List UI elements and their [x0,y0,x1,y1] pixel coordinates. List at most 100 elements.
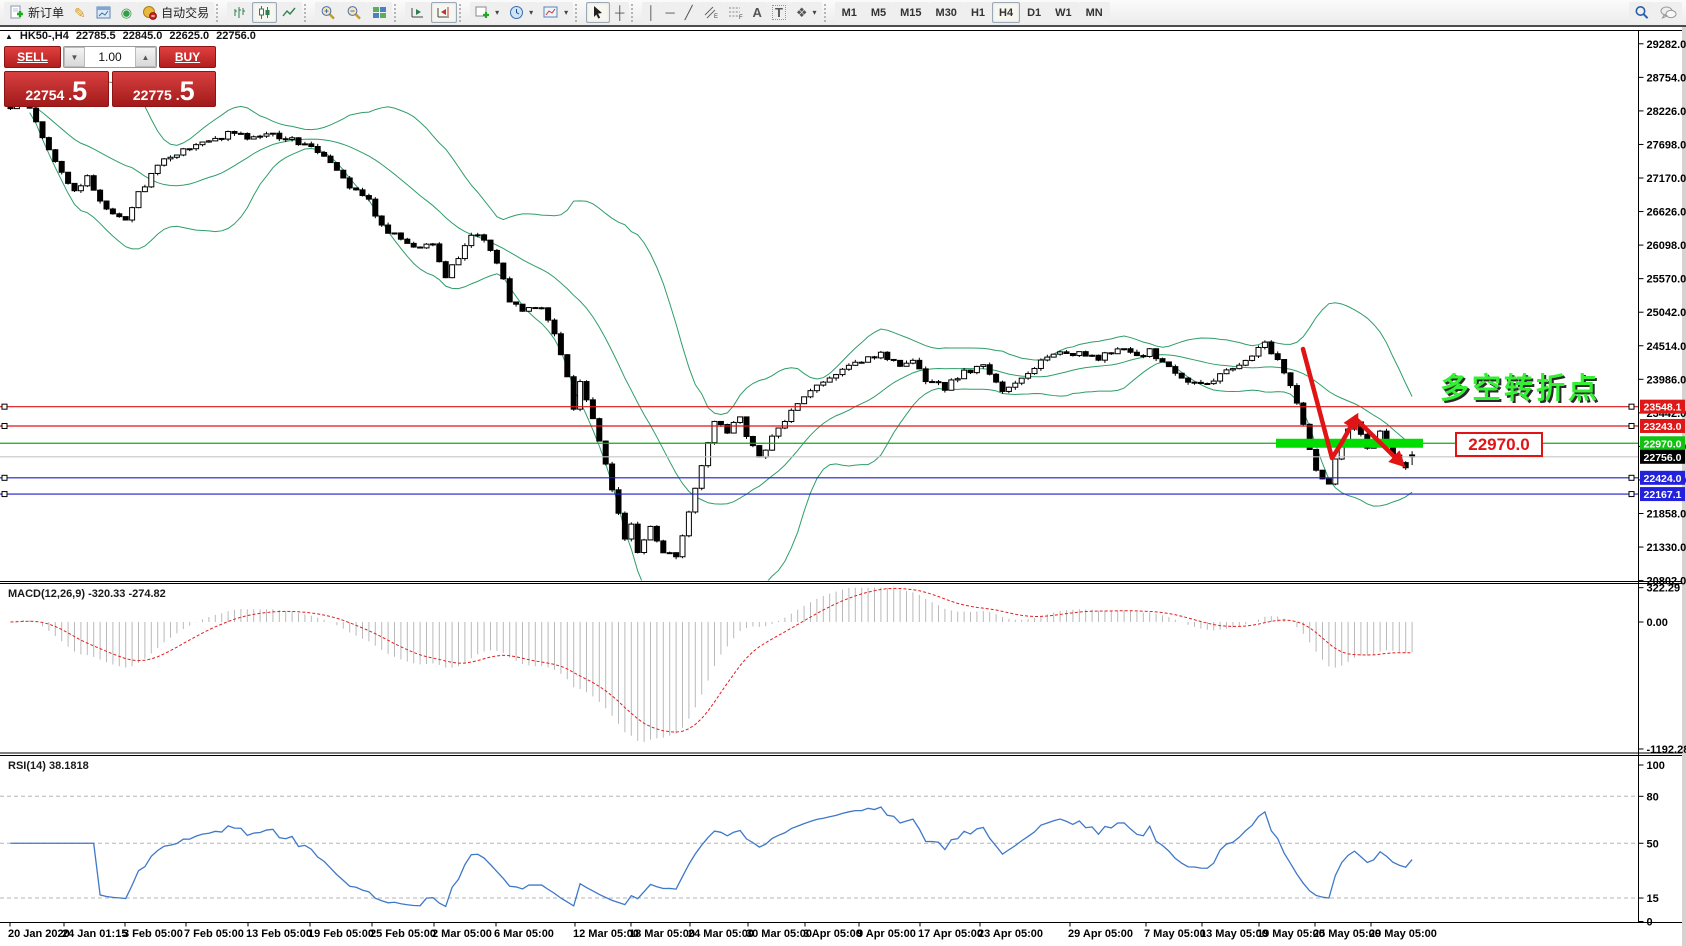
volume-input[interactable]: 1.00 [98,50,122,64]
svg-text:28754.0: 28754.0 [1647,72,1686,84]
svg-text:-1192.28: -1192.28 [1647,744,1686,756]
svg-text:22167.1: 22167.1 [1644,489,1682,501]
rsi-value: 38.1818 [48,760,89,772]
svg-text:30 Mar 05:00: 30 Mar 05:00 [746,928,812,940]
pivot-annotation-text[interactable]: 多空转折点 [1440,373,1601,405]
macd-panel [10,587,1413,742]
toolbar-grip [304,3,311,22]
candlestick-button[interactable] [252,2,278,23]
svg-text:7 Feb 05:00: 7 Feb 05:00 [184,928,244,940]
sell-button[interactable]: SELL [4,46,61,68]
new-order-button[interactable]: 新订单 [4,2,70,23]
price-scale[interactable]: 29282.0 28754.0 28226.0 27698.0 27170.0 26626… [1638,39,1686,929]
tile-windows-button[interactable] [367,2,393,23]
search-button[interactable] [1629,2,1655,23]
new-order-label: 新订单 [28,6,65,20]
svg-text:23243.0: 23243.0 [1644,421,1682,433]
vertical-line-tool-button[interactable]: │ [642,2,661,23]
toolbar-grip [575,3,582,22]
chart-window-button[interactable] [90,2,116,23]
new-chart-button[interactable]: ▾ [470,2,505,23]
text-label-icon: T [771,5,786,20]
svg-text:22424.0: 22424.0 [1644,473,1682,485]
timeframe-w1[interactable]: W1 [1048,2,1079,23]
svg-text:24514.0: 24514.0 [1647,341,1686,353]
svg-text:17 Apr 05:00: 17 Apr 05:00 [918,928,983,940]
svg-text:20802.0: 20802.0 [1647,576,1686,588]
trendline-tool-button[interactable]: ╱ [679,2,698,23]
svg-text:19 Feb 05:00: 19 Feb 05:00 [308,928,374,940]
zoom-in-button[interactable] [315,2,342,23]
timeframe-d1[interactable]: D1 [1020,2,1049,23]
horizontal-line-tool-button[interactable]: ─ [660,2,680,23]
new-chart-icon [475,6,490,18]
highlight-bar[interactable] [1276,438,1423,448]
timeframe-m5[interactable]: M5 [863,2,894,23]
sell-price-box[interactable]: 22754 .5 [4,71,109,107]
svg-text:13 Feb 05:00: 13 Feb 05:00 [246,928,312,940]
auto-scroll-button[interactable] [405,2,432,23]
svg-text:80: 80 [1647,791,1659,803]
profiles-button[interactable]: ▾ [504,2,539,23]
text-tool-button[interactable]: A [747,2,767,23]
svg-text:27698.0: 27698.0 [1647,139,1686,151]
crosshair-tool-button[interactable]: ┼ [610,2,630,23]
trend-arrow-annotation[interactable] [1300,346,1406,468]
volume-increase-button[interactable]: ▲ [135,47,156,67]
svg-text:F: F [739,15,743,20]
chat-button[interactable] [1655,2,1682,23]
line-chart-button[interactable] [277,2,303,23]
timeframe-h4[interactable]: H4 [992,2,1021,23]
svg-text:2 Mar 05:00: 2 Mar 05:00 [432,928,492,940]
svg-text:13 May 05:00: 13 May 05:00 [1200,928,1268,940]
arrows-tool-button[interactable]: ❖ ▾ [790,2,822,23]
zoom-out-button[interactable] [341,2,368,23]
svg-text:3 Feb 05:00: 3 Feb 05:00 [123,928,183,940]
timeframe-mn[interactable]: MN [1078,2,1110,23]
svg-text:12 Mar 05:00: 12 Mar 05:00 [573,928,639,940]
bar-chart-icon [234,7,246,18]
channel-tool-button[interactable]: E [697,2,723,23]
cursor-tool-button[interactable] [586,2,611,23]
price-callout-box[interactable]: 22970.0 [1455,432,1543,457]
buy-price-box[interactable]: 22775 .5 [111,71,216,107]
text-label-tool-button[interactable]: T [766,2,791,23]
svg-text:26626.0: 26626.0 [1647,207,1686,219]
trendline-icon: ╱ [684,5,693,20]
signals-button[interactable]: ◉ [115,2,138,23]
svg-text:25 Feb 05:00: 25 Feb 05:00 [370,928,436,940]
sell-price: 22754 . [25,87,73,103]
svg-text:21330.0: 21330.0 [1647,542,1686,554]
svg-text:3 Apr 05:00: 3 Apr 05:00 [803,928,862,940]
toolbar-grip [394,3,401,22]
bar-chart-button[interactable] [227,2,253,23]
svg-text:23 Apr 05:00: 23 Apr 05:00 [978,928,1043,940]
svg-text:25 May 05:00: 25 May 05:00 [1313,928,1381,940]
buy-button[interactable]: BUY [159,46,216,68]
cursor-icon [594,6,603,19]
chart-window-icon [96,6,111,19]
line-chart-icon [282,7,296,17]
timeframe-m30[interactable]: M30 [928,2,964,23]
toolbar-grip [631,3,638,22]
chart-shift-button[interactable] [431,2,458,23]
fibonacci-tool-button[interactable]: F [722,2,748,23]
svg-text:0: 0 [1647,917,1653,929]
svg-text:27170.0: 27170.0 [1647,173,1686,185]
main-toolbar: 新订单 ✎ ◉ 自动交易 ▾ ▾ ▾ ┼ │ ─ ╱ E F A T ❖ ▾ M1… [0,0,1686,27]
timeframe-h1[interactable]: H1 [963,2,992,23]
highlighter-button[interactable]: ✎ [69,2,91,23]
svg-text:24 Jan 01:15: 24 Jan 01:15 [62,928,127,940]
volume-decrease-button[interactable]: ▼ [64,47,85,67]
new-order-icon [10,5,23,19]
toolbar-grip [459,3,466,22]
macd-value-signal: -274.82 [128,588,166,600]
collapse-arrow-icon[interactable]: ▲ [5,31,13,41]
timeframe-m15[interactable]: M15 [893,2,929,23]
templates-button[interactable]: ▾ [538,2,574,23]
auto-trading-button[interactable]: 自动交易 [137,2,215,23]
timeframe-m1[interactable]: M1 [834,2,864,23]
symbol-timeframe-label: HK50-,H4 [19,30,69,42]
